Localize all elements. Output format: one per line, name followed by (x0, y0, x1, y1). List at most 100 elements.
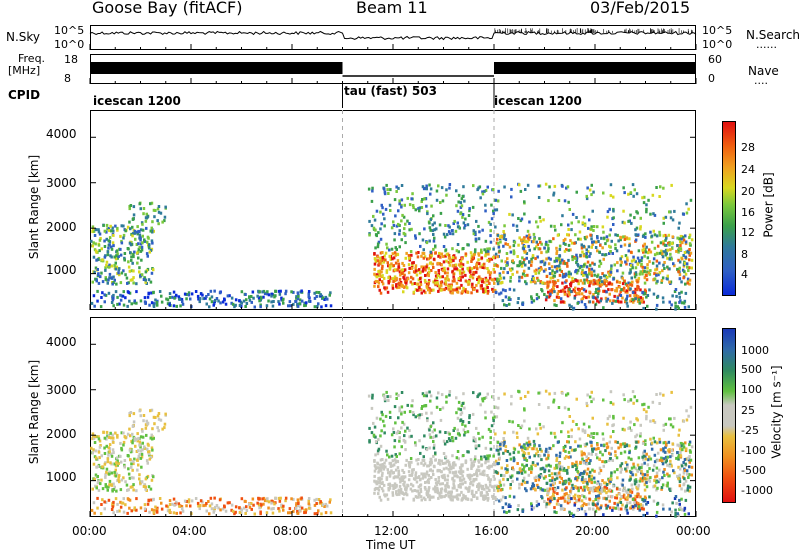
power-cell (434, 283, 437, 287)
power-cell (635, 226, 639, 230)
velocity-cell (530, 467, 534, 471)
velocity-cell (307, 502, 310, 506)
velocity-cell (629, 506, 632, 510)
velocity-cell (431, 436, 435, 440)
power-cell (410, 227, 413, 231)
velocity-cell (685, 457, 688, 461)
velocity-cell (230, 503, 234, 507)
power-cell (645, 245, 648, 249)
power-cell (578, 230, 582, 234)
power-cell (595, 296, 598, 300)
velocity-cell (500, 442, 504, 446)
power-cell (546, 284, 550, 288)
velocity-cell (252, 503, 255, 507)
velocity-cell (134, 444, 137, 448)
power-cell (565, 279, 568, 283)
velocity-cell (421, 392, 425, 396)
power-cell (542, 218, 545, 222)
power-cell (145, 226, 148, 230)
power-cell (625, 236, 629, 240)
power-cell (505, 252, 509, 255)
power-cell (402, 215, 406, 219)
velocity-cell (583, 485, 586, 489)
power-cell (201, 293, 204, 297)
power-cell (418, 206, 422, 210)
power-cell (502, 236, 506, 240)
velocity-cell (433, 435, 436, 439)
power-cell (535, 297, 539, 301)
power-cell (145, 212, 148, 216)
velocity-cell (496, 489, 500, 493)
power-cell (218, 291, 222, 295)
velocity-cell (529, 487, 533, 491)
velocity-cell (132, 420, 136, 424)
velocity-cell (487, 459, 490, 463)
velocity-cell (680, 464, 684, 468)
power-cell (466, 260, 469, 264)
velocity-cell (509, 486, 512, 490)
power-cell (580, 271, 584, 274)
velocity-cell (417, 414, 420, 418)
velocity-cell (651, 468, 655, 472)
power-cell (548, 239, 551, 243)
velocity-cell (580, 499, 584, 503)
velocity-cell (436, 468, 440, 472)
power-cell (137, 256, 140, 260)
power-cell (383, 217, 386, 221)
power-cell (497, 278, 500, 282)
velocity-cell (127, 488, 130, 492)
power-cell (674, 307, 677, 311)
velocity-cell (116, 433, 119, 437)
power-cell (518, 236, 521, 240)
power-cell (575, 271, 579, 275)
velocity-cell (154, 505, 157, 509)
velocity-cell (122, 476, 125, 480)
velocity-cell (374, 467, 378, 471)
velocity-cell (609, 452, 612, 456)
power-cell (400, 284, 404, 288)
power-cell (666, 277, 669, 281)
velocity-cell (564, 469, 567, 473)
velocity-cell (587, 488, 590, 491)
velocity-cell (415, 458, 418, 462)
power-cell (634, 260, 637, 264)
velocity-cell (592, 489, 595, 493)
velocity-cell (663, 474, 666, 477)
velocity-cell (484, 494, 487, 498)
velocity-cell (646, 470, 649, 474)
power-cbar-tick-16: 16 (741, 206, 755, 219)
velocity-cell (575, 498, 578, 502)
velocity-cell (400, 391, 404, 394)
power-cell (397, 209, 400, 213)
velocity-cell (628, 444, 631, 448)
power-cell (607, 270, 610, 274)
power-cell (512, 249, 516, 253)
velocity-cell (661, 462, 665, 466)
power-cell (629, 268, 632, 272)
power-cell (142, 207, 146, 210)
power-cell (378, 272, 381, 276)
power-cell (630, 259, 634, 263)
power-cell (423, 279, 427, 282)
power-cell (377, 285, 380, 289)
power-cell (537, 271, 541, 275)
velocity-cell (156, 426, 159, 430)
power-cell (128, 299, 131, 303)
power-cell (652, 229, 655, 233)
power-cell (270, 300, 273, 304)
power-cell (569, 284, 573, 288)
power-cell (452, 275, 455, 279)
velocity-cell (516, 471, 519, 475)
power-cell (551, 276, 555, 280)
power-cell (543, 246, 546, 250)
power-cell (600, 283, 603, 287)
velocity-cell (559, 467, 562, 471)
power-cell (585, 197, 589, 201)
velocity-cell (467, 421, 471, 424)
velocity-cell (483, 396, 486, 400)
power-cell (625, 289, 629, 293)
power-cell (547, 247, 550, 251)
velocity-cbar-tick-25: 25 (741, 404, 755, 417)
velocity-cell (208, 504, 212, 508)
velocity-cell (623, 442, 627, 446)
